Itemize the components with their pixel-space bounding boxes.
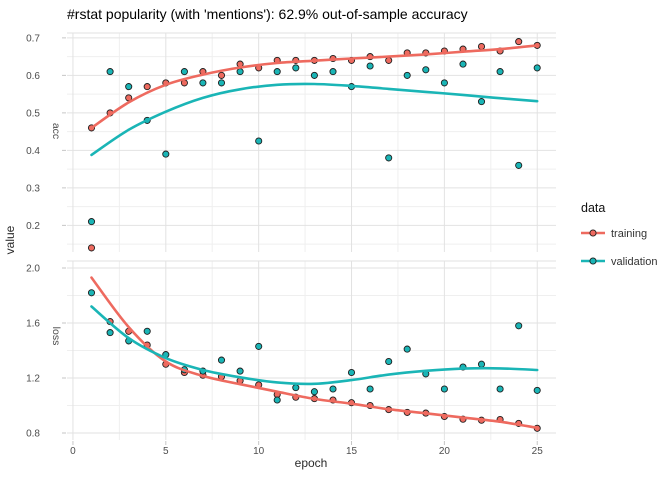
data-point-validation [87,289,96,297]
y-tick-label: 0.3 [26,183,40,194]
data-point-validation [143,327,151,335]
data-point-training [515,38,523,46]
data-point-validation [125,83,133,91]
data-point-validation [273,68,281,76]
data-point-validation [255,137,263,145]
y-tick-label: 0.6 [26,71,40,82]
training-key-label: training [611,228,647,240]
data-point-validation [106,68,114,76]
data-point-training [385,56,393,64]
y-tick-label: 2.0 [26,264,40,275]
legend-title: data [581,201,605,215]
data-point-validation [199,79,207,87]
chart-title: #rstat popularity (with 'mentions'): 62.… [67,6,468,22]
data-point-validation [515,322,523,330]
data-point-validation [459,60,467,68]
data-point-validation [273,396,281,404]
y-tick-label: 0.4 [26,146,40,157]
y-axis-title: value [3,225,17,254]
data-point-validation [440,79,448,87]
x-axis: 0 5 10 15 20 25 [70,441,543,457]
data-point-training [477,42,486,51]
facet-strip-loss: loss [50,327,62,346]
data-point-validation [477,98,486,106]
y-tick-label: 1.2 [26,373,40,384]
data-point-validation [403,71,411,79]
data-point-validation [329,385,337,393]
y-tick-label: 0.8 [26,428,40,439]
x-tick-label: 20 [439,446,451,457]
data-point-validation [385,357,393,366]
data-point-validation [477,360,486,368]
x-tick-label: 15 [346,446,358,457]
data-point-validation [496,68,504,76]
acc-panel: 0.7 0.6 0.5 0.4 0.3 0.2 [26,32,556,252]
smooth-line-training [90,276,539,430]
y-tick-label: 0.7 [26,33,40,44]
data-point-validation [496,385,504,393]
data-point-validation [533,64,541,72]
data-point-validation [347,368,356,377]
y-tick-label: 1.6 [26,319,40,330]
x-tick-label: 25 [532,446,544,457]
x-tick-label: 10 [253,446,265,457]
data-point-validation [106,329,114,337]
legend-entry-validation: validation [581,256,657,268]
data-point-validation [403,345,411,353]
data-point-validation [292,64,300,72]
x-axis-title: epoch [295,456,328,470]
data-point-validation [310,388,318,396]
data-point-validation [366,62,374,70]
data-point-validation [236,68,244,76]
validation-key-label: validation [611,256,657,268]
y-tick-label: 0.2 [26,221,40,232]
data-point-validation [440,385,448,393]
data-point-validation [217,356,226,364]
data-point-training [217,71,226,79]
data-point-validation [162,150,170,158]
smooth-line-validation [90,82,539,157]
smooth-line-training [90,44,539,130]
data-point-validation [515,161,523,169]
data-point-validation [217,79,226,87]
data-point-training [87,244,96,252]
data-point-validation [292,384,300,392]
y-tick-label: 0.5 [26,108,40,119]
data-point-validation [87,218,96,226]
data-point-validation [385,154,393,162]
data-point-validation [236,367,244,375]
smooth-line-validation [90,305,539,386]
data-point-validation [255,342,263,350]
data-point-training [143,83,151,91]
x-tick-label: 0 [70,446,76,457]
legend-entry-training: training [581,228,647,240]
data-point-validation [533,386,541,394]
x-tick-label: 5 [163,446,169,457]
loss-panel: 2.0 1.6 1.2 0.8 [26,260,556,440]
legend: data training validation [581,201,657,268]
facet-strip-acc: acc [50,123,62,139]
data-point-validation [329,68,337,76]
data-point-validation [422,66,430,74]
training-key-dot [589,229,597,237]
data-point-validation [366,385,374,393]
validation-key-dot [589,257,597,265]
data-point-validation [180,68,188,76]
data-point-validation [310,71,318,79]
